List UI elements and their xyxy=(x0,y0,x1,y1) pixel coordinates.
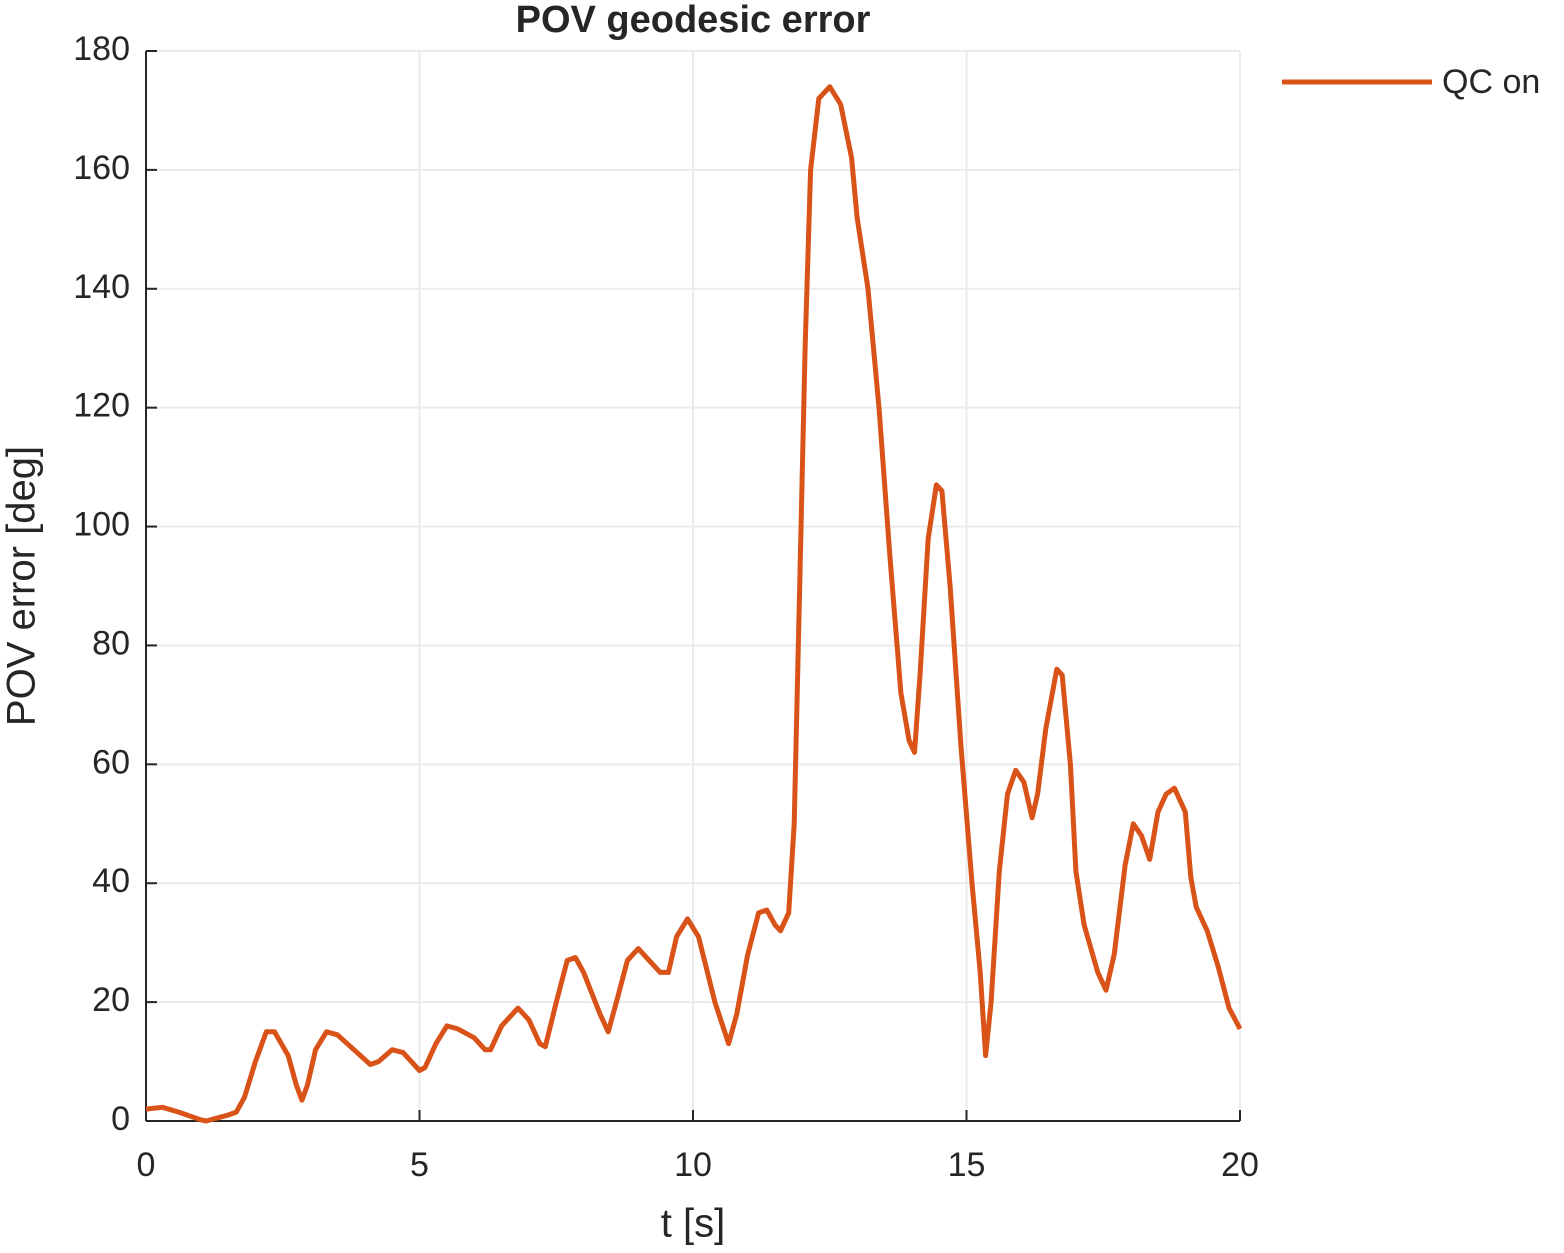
y-axis-label: POV error [deg] xyxy=(0,446,44,726)
y-tick-label: 160 xyxy=(73,149,130,187)
y-tick-label: 20 xyxy=(92,981,130,1019)
legend-label: QC on xyxy=(1442,63,1540,101)
y-tick-label: 60 xyxy=(92,743,130,781)
x-tick-label: 10 xyxy=(674,1146,712,1184)
y-tick-label: 140 xyxy=(73,268,130,306)
x-tick-label: 20 xyxy=(1221,1146,1259,1184)
y-tick-label: 120 xyxy=(73,387,130,425)
x-tick-label: 5 xyxy=(410,1146,429,1184)
y-tick-label: 0 xyxy=(111,1100,130,1138)
chart-title: POV geodesic error xyxy=(516,0,871,41)
data-line xyxy=(145,84,1243,1124)
x-tick-label: 15 xyxy=(948,1146,986,1184)
x-axis-label: t [s] xyxy=(661,1202,725,1246)
y-tick-label: 80 xyxy=(92,624,130,662)
y-tick-label: 100 xyxy=(73,506,130,544)
x-tick-label: 0 xyxy=(137,1146,156,1184)
y-tick-label: 40 xyxy=(92,862,130,900)
y-tick-label: 180 xyxy=(73,30,130,68)
